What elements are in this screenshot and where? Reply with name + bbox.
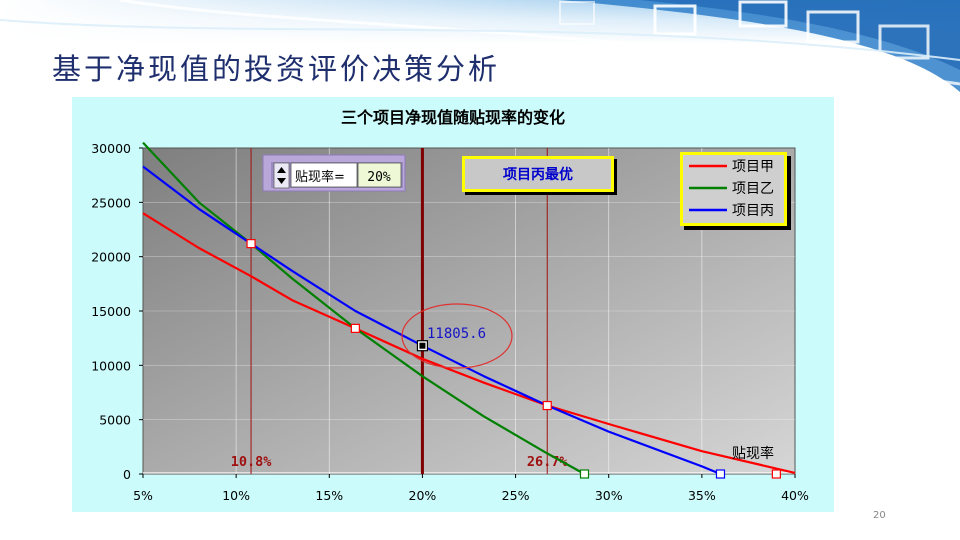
y-tick-label: 25000 — [91, 195, 131, 210]
rate-spinner-control: 贴现率= 20% — [262, 154, 406, 192]
rate-value[interactable]: 20% — [367, 170, 391, 185]
x-axis-label: 贴现率 — [732, 445, 774, 462]
legend-label-2: 项目乙 — [732, 181, 774, 197]
spinner-down-icon[interactable] — [277, 178, 286, 184]
x-tick-label: 10% — [222, 488, 250, 503]
x-tick-label: 5% — [133, 488, 153, 503]
rate-label: 贴现率= — [295, 169, 345, 185]
npv-annotation: 11805.6 — [427, 326, 486, 342]
data-markers — [246, 239, 781, 479]
data-marker — [715, 469, 726, 479]
chart-title: 三个项目净现值随贴现率的变化 — [341, 108, 565, 127]
x-tick-label: 40% — [781, 488, 809, 503]
spinner-up-icon[interactable] — [277, 167, 286, 173]
vertical-rate-lines: 10.8% 26.7% — [231, 148, 569, 474]
rate-vline-label: 26.7% — [527, 454, 569, 470]
y-tick-label: 20000 — [91, 250, 131, 265]
y-tick-label: 30000 — [91, 141, 131, 156]
x-axis: 5% 10% 15% 20% 25% 30% 35% 40% — [133, 474, 809, 503]
npv-chart: 三个项目净现值随贴现率的变化 0 5000 10000 15000 20000 25000… — [91, 108, 809, 503]
y-tick-label: 5000 — [99, 413, 131, 428]
legend-label-3: 项目丙 — [732, 203, 774, 219]
legend-label-1: 项目甲 — [732, 159, 774, 175]
data-marker — [542, 400, 552, 411]
chart-panel: 三个项目净现值随贴现率的变化 0 5000 10000 15000 20000 25000… — [72, 97, 834, 512]
x-tick-label: 35% — [688, 488, 716, 503]
x-tick-label: 20% — [409, 488, 437, 503]
x-tick-label: 25% — [502, 488, 530, 503]
page-number: 20 — [873, 510, 886, 521]
header-banner — [0, 0, 960, 92]
y-tick-label: 0 — [123, 467, 131, 482]
y-tick-label: 15000 — [91, 304, 131, 319]
best-project-label: 项目丙最优 — [503, 166, 573, 183]
slide-title: 基于净现值的投资评价决策分析 — [52, 52, 501, 86]
data-marker — [246, 239, 256, 249]
x-tick-label: 30% — [595, 488, 623, 503]
series-line-1 — [142, 212, 796, 474]
best-project-box: 项目丙最优 — [462, 156, 617, 195]
highlight-ellipse — [401, 303, 513, 369]
rate-vline-label: 10.8% — [231, 454, 273, 470]
y-axis: 0 5000 10000 15000 20000 25000 30000 — [91, 141, 143, 482]
data-marker — [579, 469, 590, 479]
x-tick-label: 15% — [315, 488, 343, 503]
data-marker — [350, 323, 360, 333]
y-tick-label: 10000 — [91, 358, 131, 373]
data-marker — [771, 469, 781, 479]
data-marker-core — [419, 342, 426, 349]
